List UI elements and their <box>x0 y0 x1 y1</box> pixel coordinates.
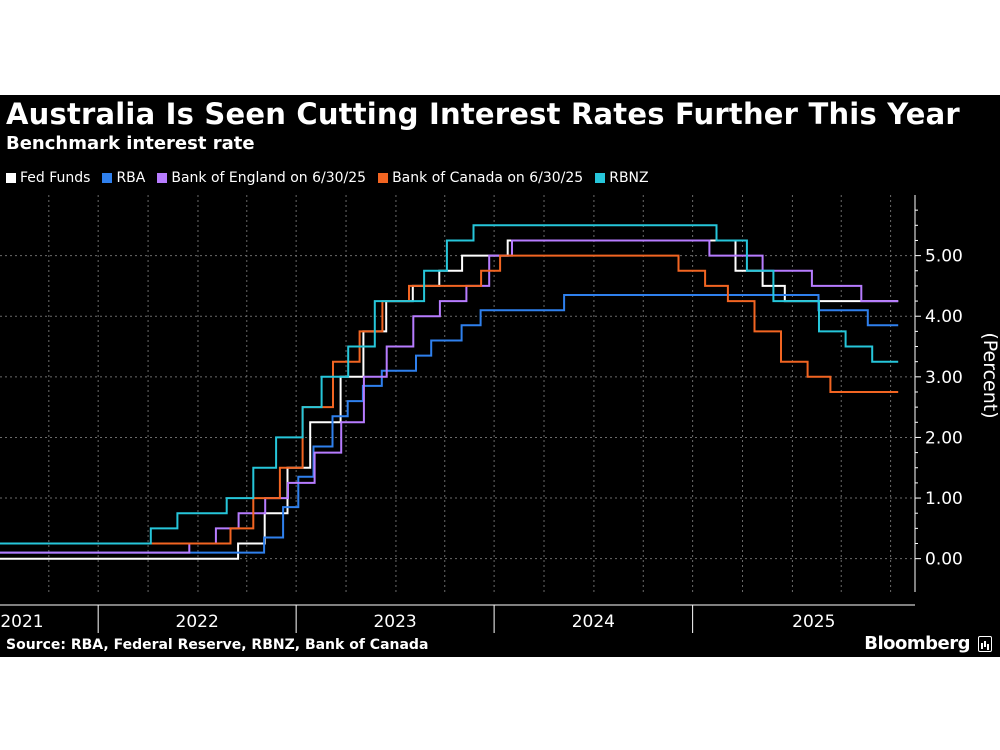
x-year-label: 2023 <box>373 612 416 632</box>
gridlines <box>0 195 915 592</box>
legend-item-boc: Bank of Canada on 6/30/25 <box>378 170 583 186</box>
x-year-label: 2024 <box>572 612 615 632</box>
x-year-label: 2022 <box>176 612 219 632</box>
axes: 0.00 1.00 2.00 3.00 4.00 5.00 (Percent) 2021 202… <box>0 195 1000 633</box>
chart-svg: 0.00 1.00 2.00 3.00 4.00 5.00 (Percent) 2021 202… <box>0 195 1000 633</box>
legend-swatch-rbnz <box>595 173 606 183</box>
legend-item-fed-funds: Fed Funds <box>6 170 90 186</box>
legend-swatch-boe <box>157 173 168 183</box>
legend-swatch-fed-funds <box>6 173 16 183</box>
series-line-4 <box>0 224 899 545</box>
x-year-label: 2025 <box>792 612 835 632</box>
legend-label-rba: RBA <box>116 170 146 186</box>
legend-item-rbnz: RBNZ <box>595 170 649 186</box>
chart-subtitle: Benchmark interest rate <box>6 133 255 154</box>
y-tick-label: 4.00 <box>925 307 963 327</box>
y-tick-label: 2.00 <box>925 428 963 448</box>
y-tick-label: 5.00 <box>925 247 963 267</box>
y-tick-label: 0.00 <box>925 550 963 570</box>
series-line-2 <box>0 239 899 554</box>
legend-label-fed-funds: Fed Funds <box>20 170 91 186</box>
legend: Fed Funds RBA Bank of England on 6/30/25… <box>6 168 661 188</box>
legend-item-rba: RBA <box>102 170 145 186</box>
series-line-3 <box>0 254 899 545</box>
legend-swatch-rba <box>102 173 113 183</box>
y-tick-label: 3.00 <box>925 368 963 388</box>
series-line-1 <box>0 294 899 554</box>
series-line-0 <box>0 239 899 560</box>
bloomberg-logo-icon <box>978 636 992 652</box>
chart-title: Australia Is Seen Cutting Interest Rates… <box>6 97 960 131</box>
series-lines <box>0 224 899 560</box>
x-year-label: 2021 <box>0 612 43 632</box>
source-note: Source: RBA, Federal Reserve, RBNZ, Bank… <box>6 637 429 653</box>
legend-swatch-boc <box>378 173 389 183</box>
y-tick-label: 1.00 <box>925 489 963 509</box>
legend-label-boe: Bank of England on 6/30/25 <box>171 170 367 186</box>
chart-panel: 0.00 1.00 2.00 3.00 4.00 5.00 (Percent) 2021 202… <box>0 95 1000 657</box>
y-axis-label: (Percent) <box>979 332 1000 418</box>
legend-item-boe: Bank of England on 6/30/25 <box>157 170 366 186</box>
brand-wordmark: Bloomberg <box>864 633 970 654</box>
legend-label-rbnz: RBNZ <box>609 170 649 186</box>
legend-label-boc: Bank of Canada on 6/30/25 <box>392 170 584 186</box>
